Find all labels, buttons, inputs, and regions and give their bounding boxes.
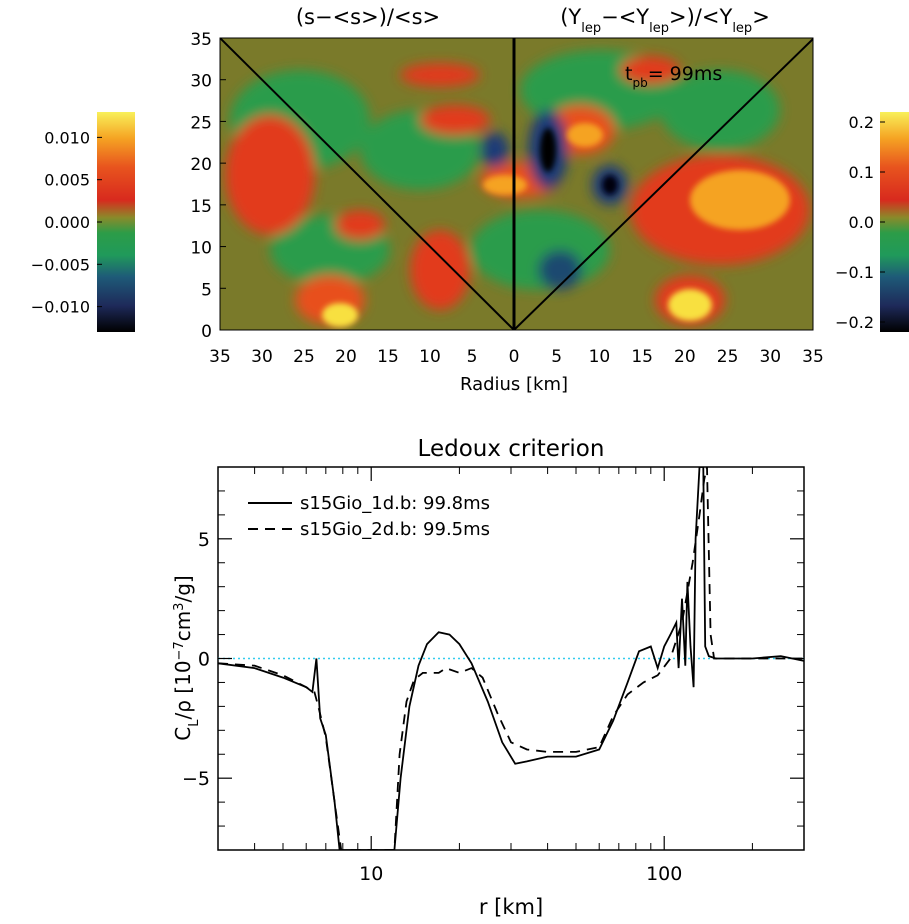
map-x-tick: 30 [251,347,273,367]
map-y-tick: 5 [201,280,212,300]
legend-entry-1: s15Gio_1d.b: 99.8ms [300,493,490,514]
legend-entry-2: s15Gio_2d.b: 99.5ms [300,519,490,540]
colorbar-right-ticks: 0.2 0.1 0.0 −0.1 −0.2 [835,113,885,332]
map-x-tick: 25 [293,347,315,367]
svg-text:tpb= 99ms: tpb= 99ms [625,63,722,90]
series-line-1 [218,467,804,850]
y-tick-label: 5 [198,529,210,551]
map-x-tick: 5 [551,347,562,367]
x-tick-label: 100 [646,863,682,885]
map-y-tick: 15 [190,197,212,217]
map-x-tick: 20 [674,347,696,367]
time-label: tpb= 99ms [625,63,722,90]
map-x-tick: 20 [335,347,357,367]
map-x-tick: 0 [509,347,520,367]
map-x-tick: 35 [209,347,231,367]
colorbar-tick: 0.1 [849,163,874,182]
x-tick-label: 10 [359,863,383,885]
map-y-tick: 25 [190,113,212,133]
colorbar-tick: 0.010 [44,128,90,147]
map-x-label: Radius [km] [460,374,568,395]
map-x-tick: 35 [802,347,824,367]
top-title-left: (s−<s>)/<s> [296,5,440,29]
map-y-tick: 0 [201,322,212,342]
axis-ticks: 10 100 −5 0 5 [182,467,805,885]
colorbar-tick: 0.2 [849,113,874,132]
map-x-tick: 5 [467,347,478,367]
colorbar-tick: −0.005 [31,255,90,274]
map-x-tick: 15 [377,347,399,367]
map-y-tick: 10 [190,239,212,259]
map-x-tick: 30 [759,347,781,367]
y-tick-label: 0 [198,649,210,671]
colorbar-tick: 0.0 [849,213,874,232]
map-y-tick: 35 [190,30,212,50]
colorbar-tick: 0.000 [44,213,90,232]
map-y-tick: 30 [190,72,212,92]
map-x-ticks: 35 30 25 20 15 10 5 0 5 10 15 20 25 30 35 [209,347,824,367]
entropy-lepton-map [220,38,813,330]
map-frame [219,37,814,331]
y-axis-label: CL/ρ [10−7cm3/g] [171,575,202,740]
series-group [218,467,804,850]
colorbar-tick: −0.1 [835,263,874,282]
y-tick-label: −5 [182,768,210,790]
map-y-tick: 20 [190,155,212,175]
colorbar-left-ticks: 0.010 0.005 0.000 −0.005 −0.010 [31,128,102,317]
map-x-tick: 10 [419,347,441,367]
x-axis-label: r [km] [479,895,543,919]
map-x-tick: 10 [589,347,611,367]
colorbar-left [97,112,135,332]
colorbar-tick: −0.010 [31,298,90,317]
map-x-tick: 25 [717,347,739,367]
colorbar-tick: 0.005 [44,171,90,190]
map-y-ticks: 0 5 10 15 20 25 30 35 [190,30,226,342]
map-x-tick: 15 [631,347,653,367]
series-line-2 [218,467,804,850]
top-title-right: (Ylep−<Ylep>)/<Ylep> [560,5,770,36]
chart-title: Ledoux criterion [418,436,605,462]
colorbar-tick: −0.2 [835,313,874,332]
legend: s15Gio_1d.b: 99.8ms s15Gio_2d.b: 99.5ms [248,493,490,540]
